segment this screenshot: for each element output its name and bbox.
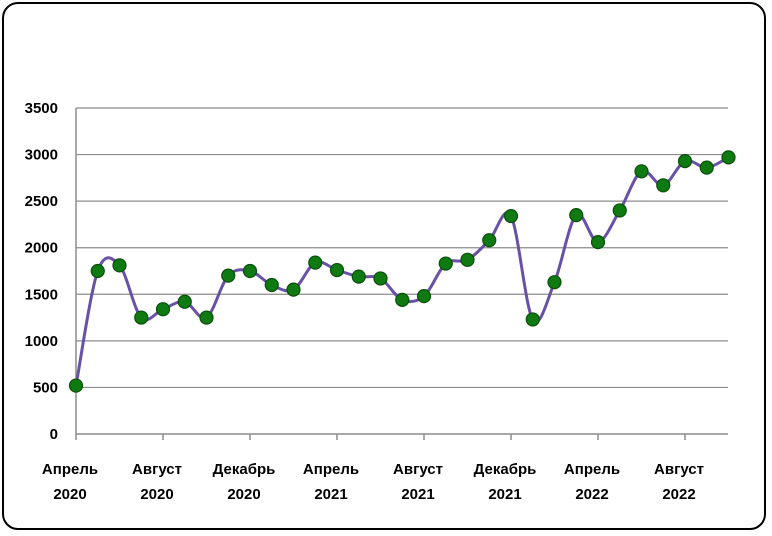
data-point (395, 292, 410, 307)
y-tick-label: 3000 (25, 147, 58, 164)
series-line (74, 155, 730, 388)
x-tick-label-month: Декабрь (474, 461, 537, 478)
y-tick-label: 2000 (25, 240, 58, 257)
data-point (416, 289, 432, 304)
data-point (351, 269, 366, 284)
x-tick-labels: Апрель 2020 Август 2020 Декабрь 2020 Апрель 202… (42, 461, 704, 503)
y-tick-label: 1500 (25, 286, 58, 303)
x-tick-label-year: 2020 (227, 486, 260, 503)
x-tick-label-month: Апрель (42, 461, 98, 478)
data-point (569, 208, 584, 223)
data-point (68, 378, 84, 393)
data-point (199, 310, 214, 325)
x-tick-label-year: 2022 (662, 486, 695, 503)
data-point (721, 150, 736, 165)
data-point (438, 256, 453, 271)
x-tick-label-month: Апрель (564, 461, 620, 478)
data-point (547, 275, 562, 290)
x-tick-label-month: Август (654, 461, 704, 478)
y-tick-label: 2500 (25, 193, 58, 210)
data-point (286, 282, 301, 297)
y-tick-label: 3500 (25, 100, 58, 117)
data-point (460, 252, 475, 267)
x-tick-label-year: 2021 (488, 486, 521, 503)
grid-lines (76, 107, 728, 389)
data-point (177, 294, 192, 309)
data-point (373, 271, 388, 286)
data-point (525, 312, 540, 327)
data-point (634, 164, 649, 179)
data-point (612, 203, 627, 218)
x-tick-label-year: 2020 (140, 486, 173, 503)
series-line-group (74, 155, 730, 388)
y-tick-label: 1000 (25, 333, 58, 350)
axes (75, 108, 728, 440)
data-point (699, 160, 714, 175)
data-point (90, 263, 105, 279)
x-tick-label-month: Апрель (303, 461, 359, 478)
y-tick-labels: 0 500 1000 1500 2000 2500 3000 3500 (25, 100, 58, 443)
data-point (221, 268, 236, 283)
x-tick-label-month: Декабрь (213, 461, 276, 478)
data-point (242, 263, 258, 279)
x-tick-label-year: 2020 (53, 486, 86, 503)
data-point (134, 310, 149, 325)
data-point (264, 277, 279, 293)
data-points (68, 150, 736, 393)
x-tick-label-year: 2021 (314, 486, 347, 503)
x-tick-label-year: 2021 (401, 486, 434, 503)
data-point (482, 233, 497, 248)
x-tick-label-month: Август (132, 461, 182, 478)
data-point (677, 153, 693, 169)
data-point (590, 235, 606, 250)
data-point (155, 302, 171, 317)
x-tick-label-year: 2022 (575, 486, 608, 503)
chart-frame (2, 2, 766, 530)
data-point (656, 178, 671, 193)
y-tick-label: 0 (50, 426, 58, 443)
data-point (112, 258, 127, 273)
data-point (308, 255, 323, 270)
data-point (329, 262, 345, 278)
data-point (503, 208, 519, 224)
x-tick-label-month: Август (393, 461, 443, 478)
y-tick-label: 500 (33, 379, 58, 396)
